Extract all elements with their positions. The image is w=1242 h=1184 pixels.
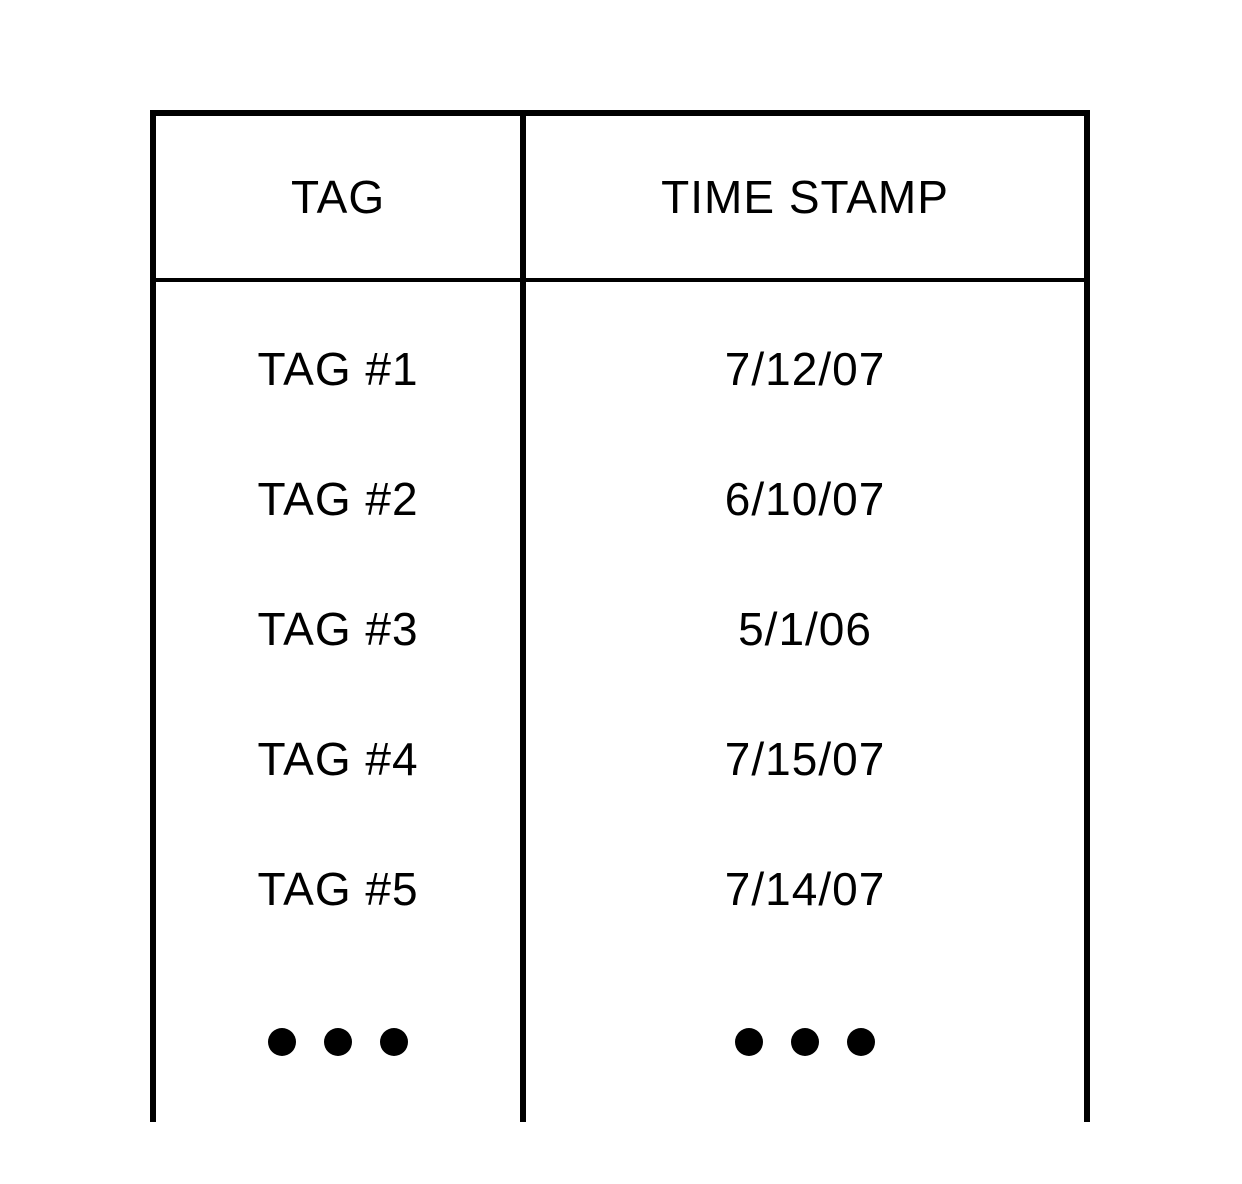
tag-cell: TAG #4 xyxy=(157,732,519,862)
ellipsis-icon xyxy=(527,992,1083,1082)
page: TAG TIME STAMP TAG #1 TAG #2 TAG #3 TAG … xyxy=(0,0,1242,1184)
timestamp-cell: 7/12/07 xyxy=(527,342,1083,472)
tag-cell: TAG #5 xyxy=(157,862,519,992)
dot-icon xyxy=(268,1028,296,1056)
dot-icon xyxy=(324,1028,352,1056)
col-header-timestamp: TIME STAMP xyxy=(523,113,1087,280)
timestamp-cell: 7/14/07 xyxy=(527,862,1083,992)
timestamp-cell: 6/10/07 xyxy=(527,472,1083,602)
ellipsis-icon xyxy=(157,992,519,1082)
dot-icon xyxy=(735,1028,763,1056)
tag-cell: TAG #3 xyxy=(157,602,519,732)
tag-cell: TAG #2 xyxy=(157,472,519,602)
tag-cell: TAG #1 xyxy=(157,342,519,472)
table-body-row: TAG #1 TAG #2 TAG #3 TAG #4 TAG #5 7/12/… xyxy=(153,280,1087,1122)
timestamp-cell: 5/1/06 xyxy=(527,602,1083,732)
dot-icon xyxy=(380,1028,408,1056)
dot-icon xyxy=(847,1028,875,1056)
tag-timestamp-table: TAG TIME STAMP TAG #1 TAG #2 TAG #3 TAG … xyxy=(150,110,1090,1122)
dot-icon xyxy=(791,1028,819,1056)
table-header-row: TAG TIME STAMP xyxy=(153,113,1087,280)
col-header-tag: TAG xyxy=(153,113,523,280)
tag-column-body: TAG #1 TAG #2 TAG #3 TAG #4 TAG #5 xyxy=(153,280,523,1122)
timestamp-column-body: 7/12/07 6/10/07 5/1/06 7/15/07 7/14/07 xyxy=(523,280,1087,1122)
timestamp-cell: 7/15/07 xyxy=(527,732,1083,862)
